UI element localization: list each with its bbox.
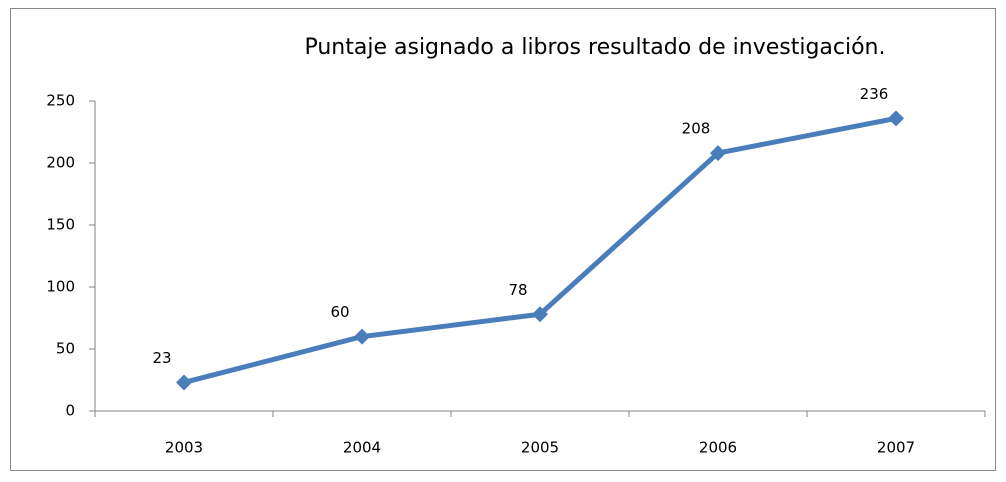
y-tick-label: 250 (46, 92, 75, 110)
y-tick-label: 50 (56, 340, 75, 358)
data-point (176, 374, 192, 391)
data-point (354, 328, 370, 345)
data-point (532, 306, 548, 323)
x-tick-label: 2007 (877, 439, 915, 457)
x-tick-label: 2005 (521, 439, 559, 457)
y-tick-label: 100 (46, 278, 75, 296)
x-tick-label: 2004 (343, 439, 381, 457)
data-label: 60 (330, 303, 349, 321)
data-label: 78 (508, 281, 527, 299)
data-label: 208 (682, 120, 711, 138)
data-label: 23 (152, 349, 171, 367)
chart-frame (10, 8, 996, 471)
data-point (710, 145, 726, 162)
x-tick-label: 2006 (699, 439, 737, 457)
chart-title: Puntaje asignado a libros resultado de i… (304, 35, 885, 60)
y-tick-label: 150 (46, 216, 75, 234)
y-tick-label: 0 (65, 402, 75, 420)
x-tick-label: 2003 (165, 439, 203, 457)
data-label: 236 (860, 85, 889, 103)
y-tick-label: 200 (46, 154, 75, 172)
data-point (888, 110, 904, 127)
